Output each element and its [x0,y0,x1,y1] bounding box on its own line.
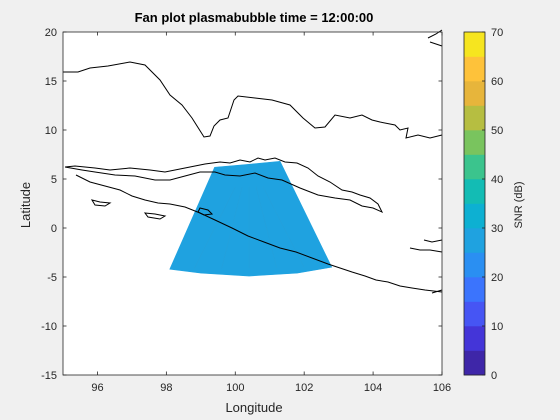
x-tick-label: 102 [295,382,313,394]
colorbar-swatch [464,179,485,204]
colorbar-swatch [464,252,485,278]
y-tick-label: 5 [51,174,57,186]
y-tick-label: -10 [41,321,57,333]
colorbar-tick-label: 70 [491,27,503,39]
colorbar: 0 10 20 30 40 50 60 70 [463,27,503,382]
coastline-path [431,289,443,294]
colorbar-swatch [464,32,485,57]
colorbar-swatch [464,350,485,376]
colorbar-swatch [464,277,485,302]
colorbar-swatch [464,203,485,229]
chart-title: Fan plot plasmabubble time = 12:00:00 [135,10,374,25]
colorbar-label: SNR (dB) [513,181,525,228]
colorbar-tick-label: 40 [491,174,503,186]
coastline-path [64,157,384,214]
colorbar-swatch [464,154,485,180]
y-tick-label: 20 [45,27,57,39]
fan-region [169,161,333,277]
colorbar-swatch [464,326,485,351]
colorbar-swatch [464,105,485,131]
y-tick-label: 0 [51,223,57,235]
x-tick-label: 98 [160,382,172,394]
coastline-path [197,207,214,216]
y-axis-ticks: -15 -10 -5 0 5 10 15 20 [41,27,442,382]
colorbar-tick-label: 20 [491,272,503,284]
x-axis-ticks: 96 98 100 102 104 106 [91,32,451,394]
fan-polygon [169,161,333,277]
x-tick-label: 96 [91,382,103,394]
coastline-path [427,29,443,39]
x-tick-label: 100 [226,382,244,394]
colorbar-tick-label: 60 [491,76,503,88]
colorbar-swatch [464,228,485,253]
colorbar-tick-label: 30 [491,223,503,235]
colorbar-swatch [464,81,485,106]
coastline-path [429,41,443,47]
colorbar-tick-label: 50 [491,125,503,137]
fan-texture-streak [193,186,236,270]
y-tick-label: -15 [41,370,57,382]
x-tick-label: 106 [433,382,451,394]
coastline-path [75,174,443,293]
fan-texture-streak [262,186,305,268]
coastline-path [423,239,443,243]
colorbar-tick-label: 10 [491,321,503,333]
coastline-path [143,212,167,220]
colorbar-swatch [464,56,485,82]
coastline-path [409,247,443,253]
colorbar-frame [463,31,486,376]
x-tick-label: 104 [364,382,382,394]
colorbar-swatch [464,130,485,155]
colorbar-swatch [464,301,485,327]
y-axis-label: Latitude [18,182,33,228]
x-axis-label: Longitude [225,400,282,415]
coastline-path [90,199,112,207]
coastlines [63,29,443,294]
fan-texture-streak [255,186,278,268]
colorbar-tick-label: 0 [491,370,497,382]
y-tick-label: 10 [45,125,57,137]
y-tick-label: 15 [45,76,57,88]
y-tick-label: -5 [47,272,57,284]
coastline-path [63,61,443,139]
plot-frame [62,31,443,376]
